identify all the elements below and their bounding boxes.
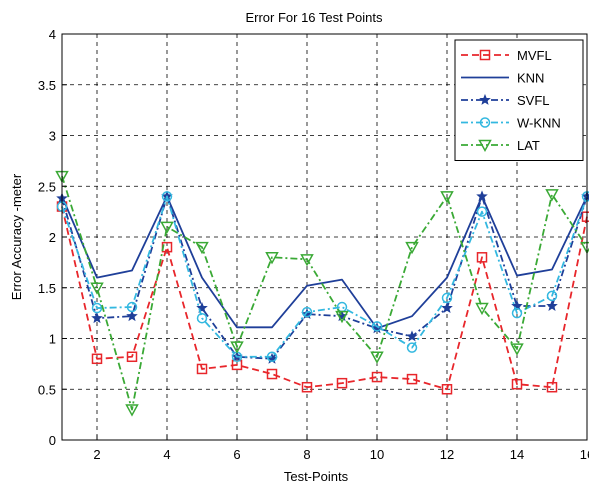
x-axis-label: Test-Points [284, 469, 349, 484]
series-knn [61, 195, 588, 330]
y-tick-label: 2 [49, 230, 56, 245]
data-point-w-knn [161, 191, 173, 202]
series-line-svfl [61, 195, 588, 360]
data-point-w-knn [406, 342, 418, 353]
data-point-mvfl [126, 351, 138, 363]
data-point-lat [125, 404, 139, 417]
series-line-knn [61, 195, 588, 330]
data-point-mvfl [546, 381, 558, 393]
data-point-lat [335, 310, 349, 324]
data-point-w-knn [91, 302, 103, 314]
legend-label-svfl: SVFL [517, 93, 550, 108]
y-tick-label: 4 [49, 27, 56, 42]
y-tick-label: 3 [49, 129, 56, 144]
x-tick-label: 2 [93, 447, 100, 462]
data-point-lat [160, 221, 174, 234]
data-point-mvfl [301, 381, 313, 393]
x-tick-label: 6 [233, 447, 240, 462]
x-tick-label: 14 [510, 447, 524, 462]
x-tick-label: 4 [163, 447, 170, 462]
series-w-knn [56, 191, 589, 363]
series-line-mvfl [61, 206, 588, 391]
y-tick-label: 2.5 [38, 179, 56, 194]
x-tick-label: 16 [580, 447, 589, 462]
data-point-svfl [406, 330, 418, 342]
data-point-w-knn [511, 307, 523, 319]
data-point-mvfl [231, 359, 243, 371]
series-line-lat [61, 175, 588, 411]
data-point-lat [300, 254, 314, 267]
y-tick-label: 1.5 [38, 281, 56, 296]
legend-marker-w-knn [479, 117, 491, 128]
data-point-mvfl [196, 363, 208, 375]
data-point-svfl [441, 301, 453, 313]
x-tick-label: 12 [440, 447, 454, 462]
legend-marker-lat [478, 139, 492, 153]
data-point-lat [475, 302, 489, 316]
legend-marker-mvfl [479, 49, 491, 61]
data-point-lat [370, 351, 384, 364]
legend-marker-svfl [479, 93, 491, 105]
data-point-w-knn [126, 301, 138, 313]
data-point-mvfl [91, 353, 103, 365]
data-point-lat [545, 189, 559, 202]
data-point-svfl [126, 310, 138, 322]
data-point-w-knn [476, 206, 488, 217]
legend-label-lat: LAT [517, 138, 540, 153]
data-point-svfl [476, 190, 488, 202]
y-axis-label: Error Accuracy -meter [9, 173, 24, 300]
data-point-lat [90, 282, 104, 295]
chart-title: Error For 16 Test Points [245, 10, 383, 25]
data-point-w-knn [371, 321, 383, 332]
data-point-mvfl [441, 384, 453, 395]
data-point-lat [195, 241, 209, 255]
legend-label-mvfl: MVFL [517, 48, 552, 63]
data-point-lat [405, 241, 419, 255]
data-point-svfl [546, 299, 558, 311]
data-point-w-knn [196, 312, 208, 324]
data-point-w-knn [546, 290, 558, 302]
data-point-lat [440, 191, 454, 204]
series-line-w-knn [61, 195, 588, 358]
y-tick-label: 0.5 [38, 382, 56, 397]
axis-ticks: 2 4 6 8 10 12 14 16 0 0.5 1 1.5 2 2.5 3 3.5 4 [38, 27, 589, 462]
data-point-lat [265, 252, 279, 265]
data-point-svfl [196, 301, 208, 313]
data-point-mvfl [406, 373, 418, 385]
legend-label-knn: KNN [517, 71, 544, 86]
data-point-mvfl [511, 378, 523, 390]
data-point-w-knn [441, 292, 453, 304]
y-tick-label: 3.5 [38, 78, 56, 93]
data-point-lat [230, 341, 244, 354]
data-point-mvfl [266, 368, 278, 380]
data-point-mvfl [476, 252, 488, 263]
legend: MVFL KNN SVFL W-KNN LAT [454, 39, 584, 161]
data-point-mvfl [336, 377, 348, 389]
x-tick-label: 10 [370, 447, 384, 462]
data-point-w-knn [266, 351, 278, 363]
data-point-svfl [91, 312, 103, 324]
data-point-w-knn [301, 306, 313, 318]
y-tick-label: 0 [49, 433, 56, 448]
legend-label-w-knn: W-KNN [517, 116, 561, 131]
x-tick-label: 8 [303, 447, 310, 462]
data-point-lat [510, 343, 524, 356]
data-point-mvfl [371, 371, 383, 383]
y-tick-label: 1 [49, 332, 56, 347]
